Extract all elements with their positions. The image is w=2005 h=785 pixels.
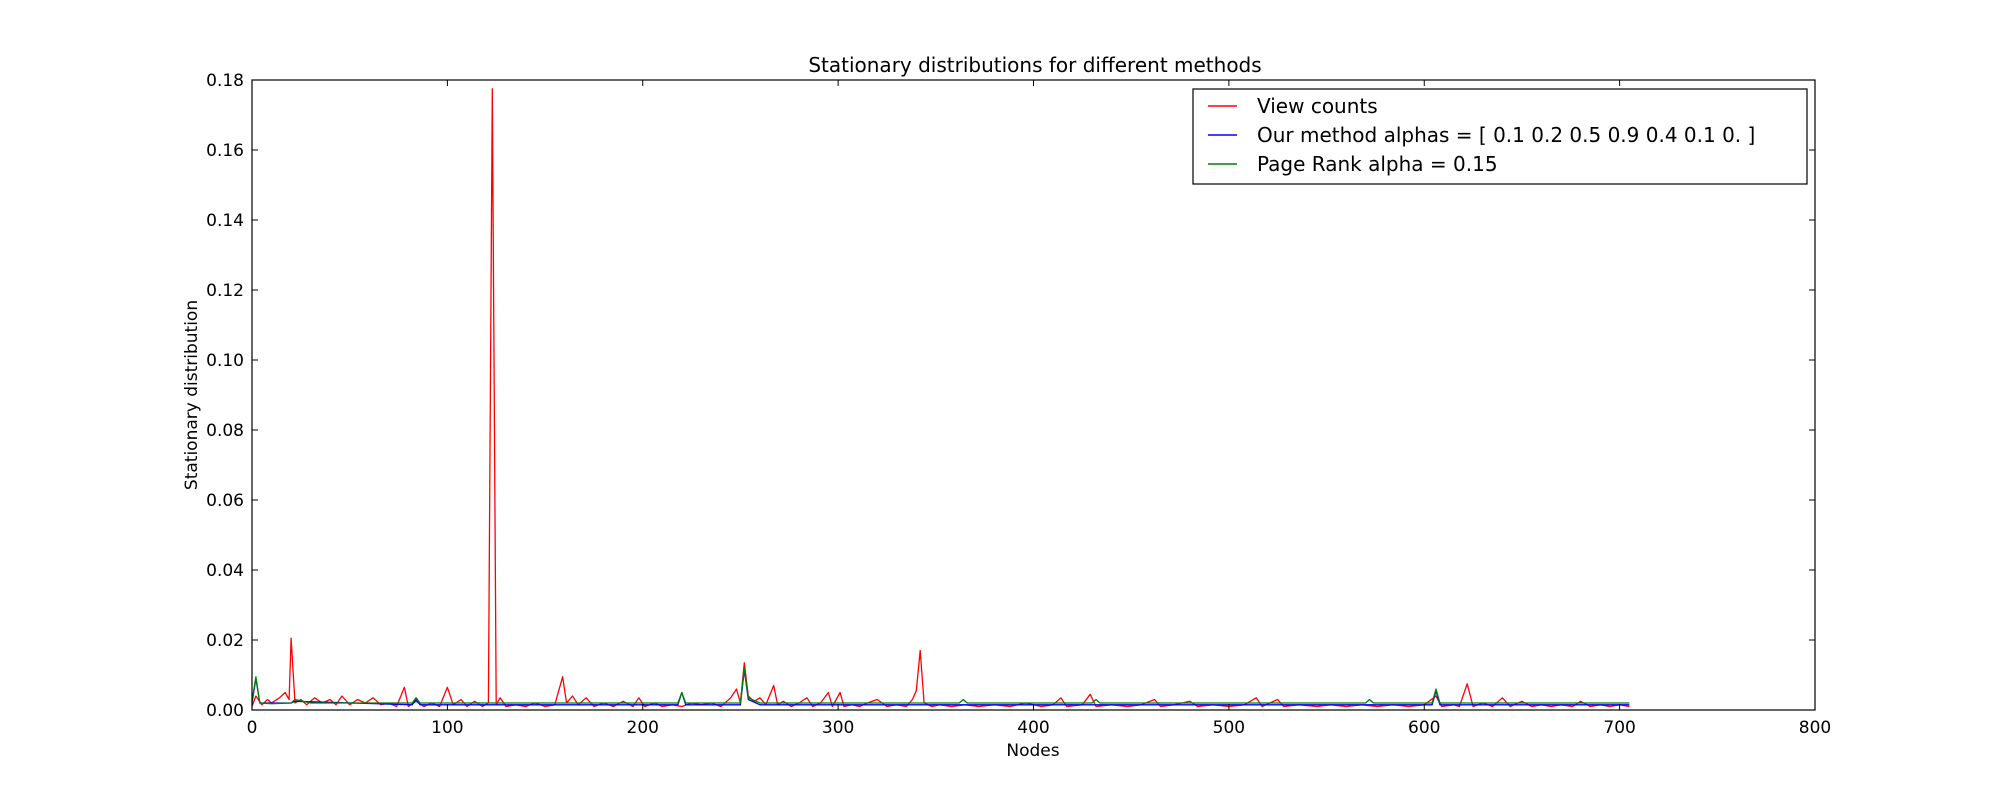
x-tick-label: 700 bbox=[1603, 718, 1635, 738]
x-tick-label: 400 bbox=[1017, 718, 1049, 738]
legend-box bbox=[1192, 88, 1808, 185]
x-tick-label: 200 bbox=[627, 718, 659, 738]
x-axis-title: Nodes bbox=[1006, 741, 1059, 761]
y-tick-label: 0.04 bbox=[206, 561, 244, 581]
y-tick-label: 0.12 bbox=[206, 281, 244, 301]
x-tick-label: 600 bbox=[1408, 718, 1440, 738]
chart-title: Stationary distributions for different m… bbox=[808, 53, 1261, 77]
legend-label-1: View counts bbox=[1257, 94, 1378, 118]
y-tick-label: 0.18 bbox=[206, 71, 244, 91]
y-tick-label: 0.00 bbox=[206, 701, 244, 721]
x-tick-label: 300 bbox=[822, 718, 854, 738]
x-tick-label: 800 bbox=[1799, 718, 1831, 738]
axis-ticks: 0 100 200 300 400 500 600 700 800 0.00 0.02 0.04 0.0… bbox=[206, 71, 1831, 738]
y-tick-label: 0.14 bbox=[206, 211, 244, 231]
x-tick-label: 500 bbox=[1213, 718, 1245, 738]
series-line-3 bbox=[251, 667, 1630, 705]
y-axis-title: Stationary distribution bbox=[182, 300, 202, 490]
plot-area bbox=[251, 88, 1630, 708]
y-tick-label: 0.10 bbox=[206, 351, 244, 371]
legend-label-2: Our method alphas = [ 0.1 0.2 0.5 0.9 0.… bbox=[1257, 123, 1755, 147]
y-tick-label: 0.06 bbox=[206, 491, 244, 511]
series-line-2 bbox=[251, 669, 1630, 706]
y-tick-label: 0.02 bbox=[206, 631, 244, 651]
y-tick-label: 0.16 bbox=[206, 141, 244, 161]
x-tick-label: 0 bbox=[247, 718, 258, 738]
y-tick-label: 0.08 bbox=[206, 421, 244, 441]
legend: View counts Our method alphas = [ 0.1 0.2… bbox=[1192, 88, 1808, 185]
legend-label-3: Page Rank alpha = 0.15 bbox=[1257, 152, 1498, 176]
x-tick-label: 100 bbox=[431, 718, 463, 738]
